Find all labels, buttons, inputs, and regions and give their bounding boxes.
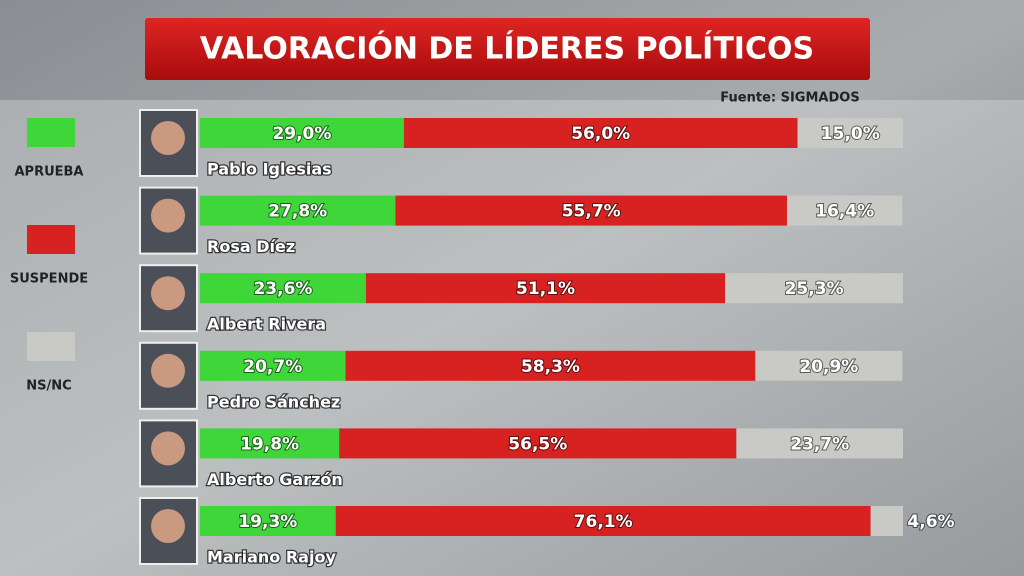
bar-segment (870, 506, 903, 536)
bar-segment (787, 195, 903, 226)
photo-face (151, 353, 185, 388)
photo (139, 497, 198, 565)
value-label: 51,1% (516, 279, 575, 299)
value-label: 56,5% (508, 434, 567, 454)
bar-segment (335, 506, 871, 536)
chart-title: VALORACIÓN DE LÍDERES POLÍTICOS (200, 30, 814, 67)
bar-segment (395, 195, 788, 226)
category-label: Pedro Sánchez (207, 392, 340, 411)
legend-label: SUSPENDE (10, 272, 88, 287)
photo (139, 419, 198, 488)
value-label: 23,6% (253, 279, 312, 299)
bar-segment (200, 506, 336, 536)
legend-swatch (27, 225, 75, 254)
value-label: 23,7% (790, 434, 849, 454)
bar-segment (200, 350, 346, 381)
photo-face (151, 198, 185, 233)
category-label: Mariano Rajoy (207, 548, 336, 567)
photo-face (151, 509, 185, 543)
source: Fuente: SIGMADOS (720, 91, 859, 106)
category-label: Rosa Díez (207, 237, 295, 256)
value-label: 56,0% (571, 124, 630, 144)
bar-segment (797, 118, 903, 148)
overlay (0, 100, 1024, 576)
legend-swatch (27, 332, 75, 361)
value-label: 76,1% (574, 512, 633, 532)
photo-face (151, 276, 185, 311)
category-label: Alberto Garzón (207, 470, 343, 489)
value-label: 29,0% (272, 124, 331, 144)
legend-swatch (27, 118, 75, 147)
bar-segment (365, 273, 726, 304)
bar-segment (736, 428, 903, 459)
value-label: 16,4% (815, 202, 874, 222)
category-label: Albert Rivera (207, 315, 326, 334)
photo-face (151, 431, 185, 466)
bar-segment (200, 428, 340, 459)
value-label: 19,3% (238, 512, 297, 532)
value-label: 19,8% (240, 434, 299, 454)
value-label: 20,7% (243, 357, 302, 377)
value-label: 4,6% (907, 512, 954, 532)
photo-face (151, 121, 185, 155)
bar-segment (403, 118, 798, 148)
bar-segment (200, 118, 404, 148)
bar-segment (725, 273, 903, 304)
title-banner (145, 18, 870, 80)
photo (139, 186, 198, 255)
value-label: 27,8% (268, 202, 327, 222)
bar-segment (200, 273, 366, 304)
legend-label: APRUEBA (14, 165, 83, 180)
bar-segment (345, 350, 756, 381)
bar-segment (339, 428, 737, 459)
value-label: 55,7% (562, 202, 621, 222)
bar-segment (200, 195, 396, 226)
value-label: 58,3% (521, 357, 580, 377)
value-label: 25,3% (785, 279, 844, 299)
value-label: 20,9% (799, 357, 858, 377)
category-label: Pablo Iglesias (207, 160, 332, 179)
value-label: 15,0% (821, 124, 880, 144)
legend-label: NS/NC (26, 379, 71, 394)
bar-segment (755, 350, 903, 381)
